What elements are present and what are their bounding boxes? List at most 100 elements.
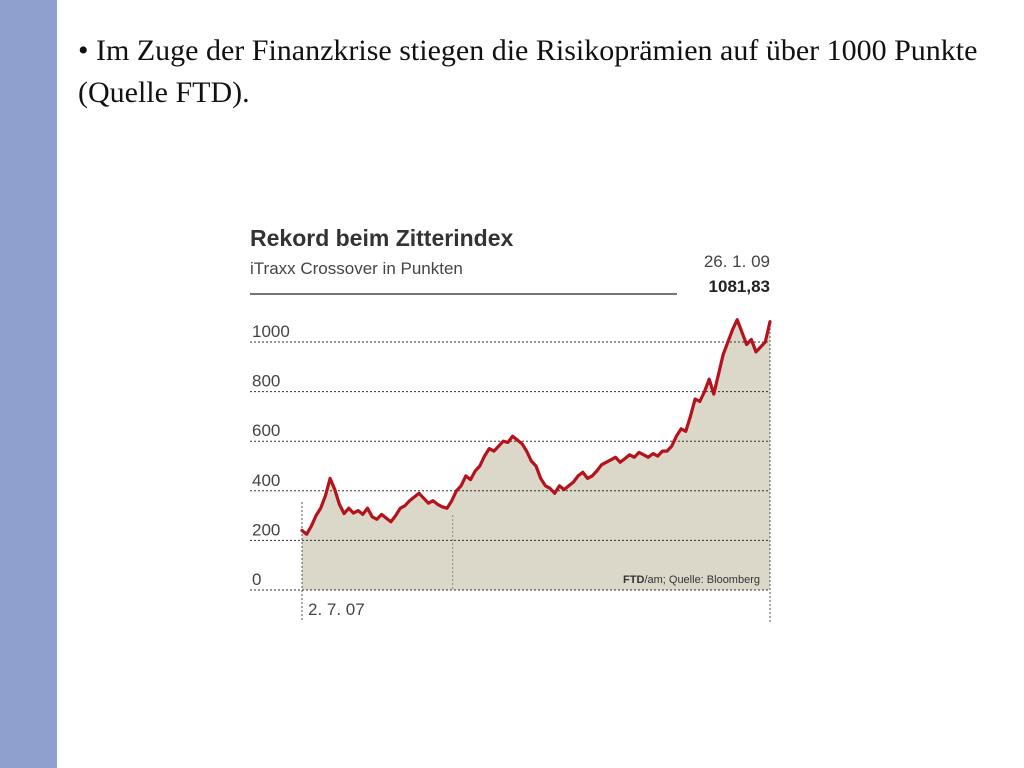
data-point (380, 513, 383, 516)
data-point (352, 512, 355, 514)
data-point (661, 450, 664, 452)
data-point (521, 442, 523, 445)
data-point (446, 507, 448, 510)
data-point (469, 478, 472, 481)
data-point (371, 516, 373, 518)
data-point (717, 373, 720, 375)
chart-title: Rekord beim Zitterindex (250, 225, 513, 251)
data-point (741, 331, 743, 333)
data-point (638, 451, 640, 454)
data-point (759, 346, 762, 348)
source-bold: FTD (623, 574, 644, 586)
last-date-label: 26. 1. 09 (704, 252, 770, 271)
data-point (605, 461, 607, 464)
data-point (394, 514, 397, 517)
data-point (507, 441, 509, 444)
x-tick-start: 2. 7. 07 (308, 600, 365, 619)
data-point (614, 456, 617, 459)
y-tick-200: 200 (252, 520, 280, 539)
slide-sidebar (0, 0, 57, 768)
data-point (582, 471, 584, 474)
data-point (376, 518, 378, 521)
data-point (418, 492, 420, 495)
y-tick-1000: 1000 (252, 322, 290, 341)
data-point (596, 470, 598, 472)
data-point (516, 439, 519, 441)
chart-subtitle: iTraxx Crossover in Punkten (250, 259, 463, 278)
data-point (600, 464, 603, 466)
data-point (652, 452, 654, 455)
data-point (530, 460, 533, 462)
data-point (549, 487, 551, 490)
y-tick-600: 600 (252, 421, 280, 440)
data-point (338, 503, 341, 506)
data-point (680, 428, 682, 430)
data-point (750, 338, 753, 341)
data-point (769, 320, 771, 323)
data-point (736, 318, 738, 321)
data-point (436, 503, 439, 506)
data-point (366, 507, 369, 510)
data-point (610, 459, 612, 461)
y-tick-400: 400 (252, 471, 280, 490)
data-point (301, 529, 303, 532)
data-point (390, 521, 392, 523)
data-point (703, 390, 706, 393)
y-tick-0: 0 (252, 570, 261, 589)
data-point (324, 495, 327, 497)
data-point (315, 514, 317, 517)
data-point (764, 341, 767, 343)
data-point (708, 378, 710, 380)
data-point (455, 490, 458, 492)
plot-area: 1000 800 600 400 200 0 2. 7. 07 (250, 318, 772, 622)
data-point (685, 430, 687, 433)
data-point (441, 506, 444, 508)
data-point (633, 456, 636, 459)
data-point (666, 450, 668, 452)
data-point (497, 445, 500, 447)
data-point (432, 499, 434, 502)
data-point (558, 485, 561, 487)
data-point (404, 504, 406, 507)
data-point (727, 341, 729, 343)
data-point (329, 477, 331, 480)
data-point (310, 525, 313, 527)
data-point (343, 512, 345, 515)
data-point (479, 465, 481, 467)
data-point (502, 440, 505, 442)
data-point (619, 461, 621, 464)
y-tick-800: 800 (252, 372, 280, 391)
data-point (483, 455, 486, 457)
slide-bullet-text: • Im Zuge der Finanzkrise stiegen die Ri… (78, 34, 978, 109)
data-point (348, 507, 350, 510)
data-point (305, 533, 308, 535)
data-point (427, 502, 430, 505)
data-point (689, 415, 692, 418)
data-point (624, 457, 626, 460)
data-point (568, 485, 570, 487)
data-point (553, 492, 556, 495)
data-point (413, 496, 416, 498)
data-point (399, 507, 402, 510)
data-point (544, 485, 547, 487)
data-point (319, 507, 322, 510)
data-point (385, 517, 387, 519)
data-point (408, 499, 411, 502)
data-point (642, 454, 645, 456)
source-rest: /am; Quelle: Bloomberg (644, 574, 760, 586)
data-point (694, 398, 696, 400)
data-point (586, 477, 589, 480)
data-point (465, 475, 467, 477)
data-point (563, 488, 565, 491)
itraxx-chart: Rekord beim Zitterindex iTraxx Crossover… (250, 225, 772, 622)
data-point (493, 450, 495, 452)
data-point (675, 435, 678, 437)
data-point (731, 328, 734, 331)
data-point (460, 485, 462, 487)
data-point (628, 454, 631, 456)
data-point (451, 499, 453, 502)
data-point (699, 400, 701, 403)
data-point (422, 497, 425, 500)
data-point (745, 343, 748, 346)
data-point (334, 488, 336, 491)
